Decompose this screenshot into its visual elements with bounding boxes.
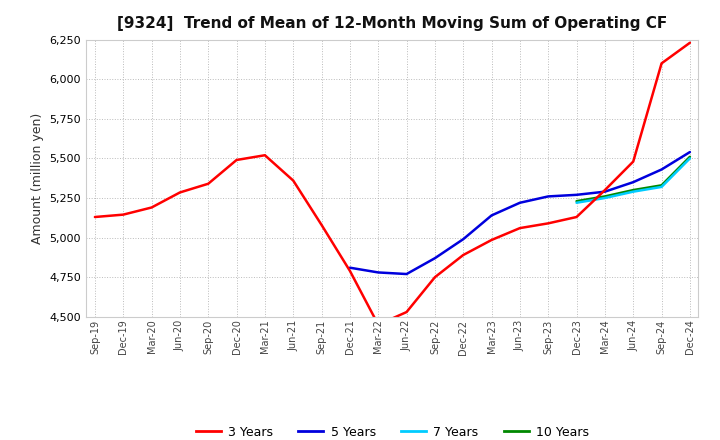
Title: [9324]  Trend of Mean of 12-Month Moving Sum of Operating CF: [9324] Trend of Mean of 12-Month Moving …: [117, 16, 667, 32]
Y-axis label: Amount (million yen): Amount (million yen): [30, 113, 43, 244]
Legend: 3 Years, 5 Years, 7 Years, 10 Years: 3 Years, 5 Years, 7 Years, 10 Years: [191, 421, 594, 440]
